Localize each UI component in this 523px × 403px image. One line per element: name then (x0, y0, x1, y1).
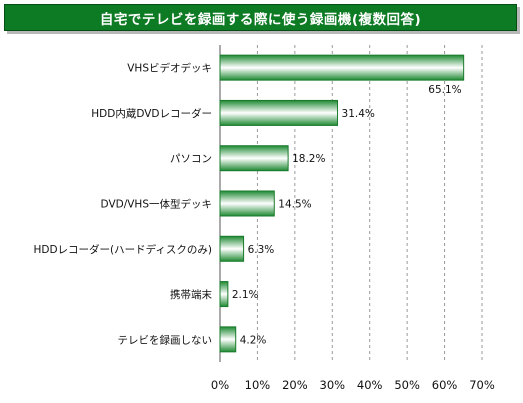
value-label: 18.2% (292, 153, 325, 165)
bar (219, 326, 237, 353)
category-label: DVD/VHS一体型デッキ (101, 198, 212, 211)
category-label: VHSビデオデッキ (127, 62, 212, 75)
bar (219, 145, 289, 172)
value-label: 65.1% (428, 84, 461, 96)
x-tick-label: 50% (394, 378, 420, 392)
category-label: HDD内蔵DVDレコーダー (91, 107, 212, 120)
x-tick-label: 70% (469, 378, 495, 392)
chart-title: 自宅でテレビを録画する際に使う録画機(複数回答) (99, 11, 422, 28)
value-label: 2.1% (232, 289, 259, 301)
category-label: 携帯端末 (170, 288, 212, 301)
bar (219, 54, 465, 81)
value-label: 31.4% (342, 108, 375, 120)
value-label: 4.2% (240, 334, 267, 346)
x-tick-label: 20% (282, 378, 308, 392)
x-tick-label: 10% (245, 378, 271, 392)
category-label: テレビを録画しない (118, 333, 213, 346)
bar (219, 235, 245, 262)
value-label: 6.3% (248, 244, 275, 256)
bar (219, 281, 229, 308)
category-label: パソコン (170, 153, 212, 165)
x-tick-label: 40% (357, 378, 383, 392)
value-label: 14.5% (278, 199, 311, 211)
x-tick-label: 60% (432, 378, 458, 392)
bars (219, 54, 465, 353)
bar (219, 190, 275, 217)
x-tick-label: 30% (320, 378, 346, 392)
x-tick-label: 0% (211, 378, 229, 392)
bar (219, 99, 339, 126)
category-label: HDDレコーダー(ハードディスクのみ) (33, 243, 212, 256)
chart-title-banner: 自宅でテレビを録画する際に使う録画機(複数回答) (4, 4, 517, 31)
labels: 0% 10% 20% 30% 40% 50% 60% 70% VHSビデオデッキ 65.1% HDD… (33, 62, 494, 392)
